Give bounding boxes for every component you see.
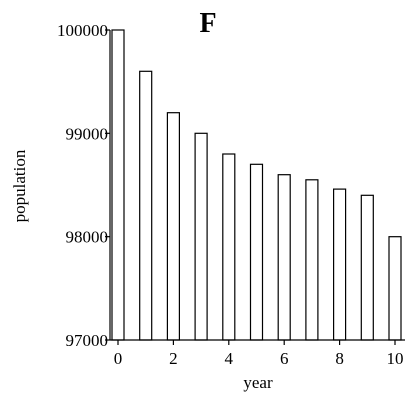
x-tick-label: 10 [387,349,404,368]
x-tick-label: 4 [225,349,234,368]
bar [139,70,153,341]
bar [277,174,291,341]
x-axis: 0 2 4 6 8 10 [110,339,405,368]
x-tick-label: 6 [280,349,289,368]
bar [333,188,347,341]
y-tick-label: 97000 [66,331,109,350]
bar [360,194,374,341]
x-axis-title: year [243,373,273,392]
bars-group [111,29,402,341]
y-tick-label: 98000 [66,228,109,247]
bar [388,236,402,341]
bar [249,163,264,341]
bar [166,112,180,341]
bar [222,153,236,341]
y-axis: 97000 98000 99000 100000 [57,21,111,350]
y-axis-title: population [10,149,29,222]
y-tick-label: 100000 [57,21,108,40]
y-tick-label: 99000 [66,124,109,143]
bar [194,132,208,341]
bar [111,29,125,341]
chart-title: F [199,8,216,39]
bar [305,179,319,341]
x-tick-label: 0 [114,349,123,368]
x-tick-label: 8 [335,349,344,368]
x-tick-label: 2 [169,349,178,368]
